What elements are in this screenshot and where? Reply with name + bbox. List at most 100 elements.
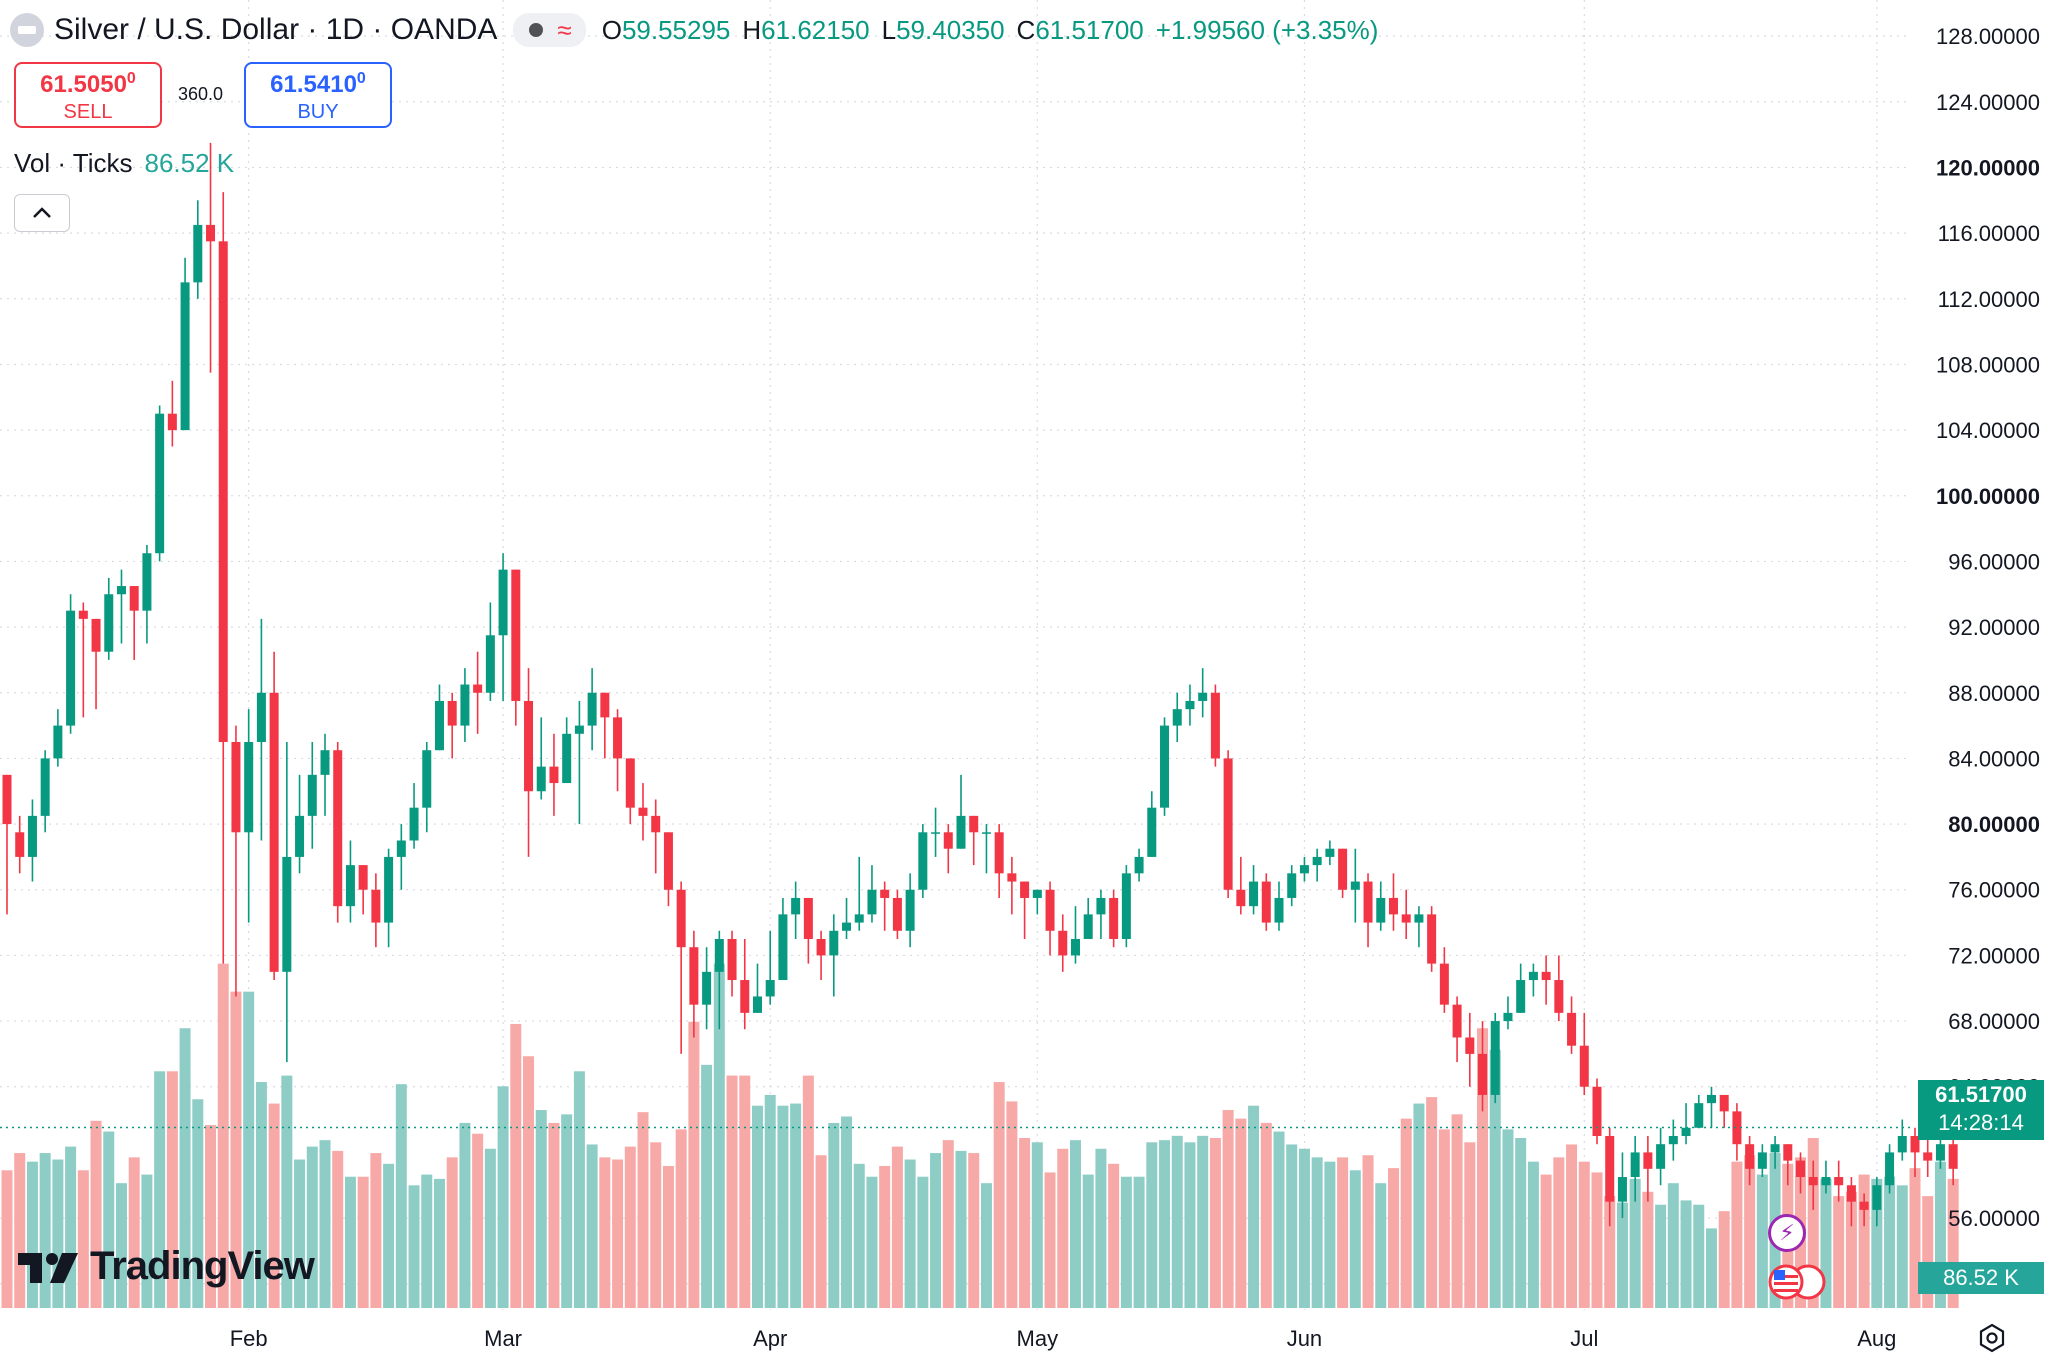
y-tick-label: 76.00000 [1948, 878, 2040, 903]
candle-body [1770, 1144, 1780, 1153]
candle [155, 405, 165, 562]
ohlc-low: L59.40350 [881, 14, 1005, 45]
volume-bar [421, 1174, 433, 1308]
collapse-legend-button[interactable] [14, 194, 70, 232]
candle-body [765, 980, 775, 997]
candle [676, 881, 686, 1054]
candle-body [943, 832, 953, 849]
volume-bar [1871, 1178, 1883, 1308]
candle-body [167, 413, 177, 431]
symbol-title[interactable]: Silver / U.S. Dollar · 1D · OANDA [54, 13, 498, 46]
tradingview-logo[interactable]: TradingView [18, 1244, 315, 1289]
volume-legend[interactable]: Vol · Ticks 86.52 K [14, 148, 234, 179]
candle [53, 709, 63, 767]
candle-body [371, 889, 381, 923]
candle-body [206, 224, 216, 242]
candle [1910, 1127, 1920, 1178]
candle-body [1668, 1135, 1678, 1145]
time-axis[interactable]: Feb Mar Apr May Jun Jul Aug [230, 1326, 1897, 1351]
volume-bar [1362, 1155, 1374, 1308]
volume-bar [688, 1021, 700, 1308]
candle [1885, 1144, 1895, 1194]
market-status[interactable]: ≈ [513, 13, 586, 47]
candle [600, 692, 610, 759]
candle-body [1796, 1160, 1806, 1178]
candle [740, 938, 750, 1030]
volume-bar [332, 1150, 344, 1308]
x-tick-label: Jul [1570, 1326, 1598, 1351]
flash-icon[interactable]: ⚡ [1768, 1214, 1806, 1252]
candle [867, 865, 877, 923]
volume-bar [446, 1157, 458, 1308]
volume-bar [281, 1075, 293, 1308]
candle [193, 200, 203, 299]
candle-body [803, 897, 813, 939]
candle [1172, 692, 1182, 743]
volume-bar [14, 1153, 26, 1308]
candle-body [1439, 963, 1449, 1005]
volume-bar [1540, 1174, 1552, 1308]
y-tick-label: 96.00000 [1948, 549, 2040, 574]
candle-body [27, 815, 37, 857]
candle [1147, 791, 1157, 857]
candle [880, 881, 890, 931]
volume-bar [1298, 1148, 1310, 1308]
candle [905, 873, 915, 948]
candle [231, 725, 241, 997]
volume-bar [662, 1165, 674, 1308]
candle-body [981, 832, 991, 834]
candle-body [905, 889, 915, 931]
candle-body [1935, 1144, 1945, 1161]
candle [1007, 856, 1017, 915]
volume-bar [713, 963, 725, 1308]
candle-body [256, 692, 266, 743]
candle [422, 742, 432, 833]
volume-bar [1477, 1028, 1489, 1308]
candle-body [1388, 897, 1398, 915]
volume-bar [1845, 1191, 1857, 1308]
us-flag-icon[interactable] [1768, 1264, 1826, 1300]
candle [1528, 963, 1538, 997]
candle [1923, 1135, 1933, 1178]
candle [78, 602, 88, 718]
candle-body [613, 717, 623, 759]
volume-bar [1922, 1196, 1934, 1308]
volume-bar [141, 1174, 153, 1308]
volume-bar [1044, 1172, 1056, 1308]
candle-body [1287, 873, 1297, 898]
candle [1465, 1012, 1475, 1087]
settings-icon[interactable] [1976, 1322, 2008, 1354]
volume-bar [701, 1064, 713, 1308]
candle [663, 832, 673, 907]
candle-body [1503, 1012, 1513, 1022]
volume-bar [1019, 1137, 1031, 1308]
candle [994, 824, 1004, 898]
candle [1592, 1078, 1602, 1145]
buy-button[interactable]: 61.54100 BUY [244, 62, 392, 128]
volume-bar [52, 1159, 64, 1308]
candle [1020, 881, 1030, 939]
volume-bar [993, 1082, 1005, 1308]
sell-button[interactable]: 61.50500 SELL [14, 62, 162, 128]
candle [473, 651, 483, 734]
volume-bar [1184, 1142, 1196, 1308]
candle-body [1096, 897, 1106, 915]
candle [549, 733, 559, 816]
candle-body [1490, 1021, 1500, 1095]
candle-body [269, 692, 279, 972]
candle-body [1885, 1152, 1895, 1186]
volume-bar [1629, 1178, 1641, 1308]
candle [956, 774, 966, 849]
candle [1872, 1177, 1882, 1227]
x-tick-label: Apr [753, 1326, 787, 1351]
candle-body [1223, 758, 1233, 890]
volume-bar [586, 1144, 598, 1308]
data-quality-icon: ≈ [557, 14, 572, 45]
volume-bar [192, 1099, 204, 1308]
candle [1350, 848, 1360, 923]
candle [1312, 848, 1322, 882]
volume-bar [1909, 1168, 1921, 1308]
candle [1249, 865, 1259, 915]
candle-body [1045, 889, 1055, 931]
